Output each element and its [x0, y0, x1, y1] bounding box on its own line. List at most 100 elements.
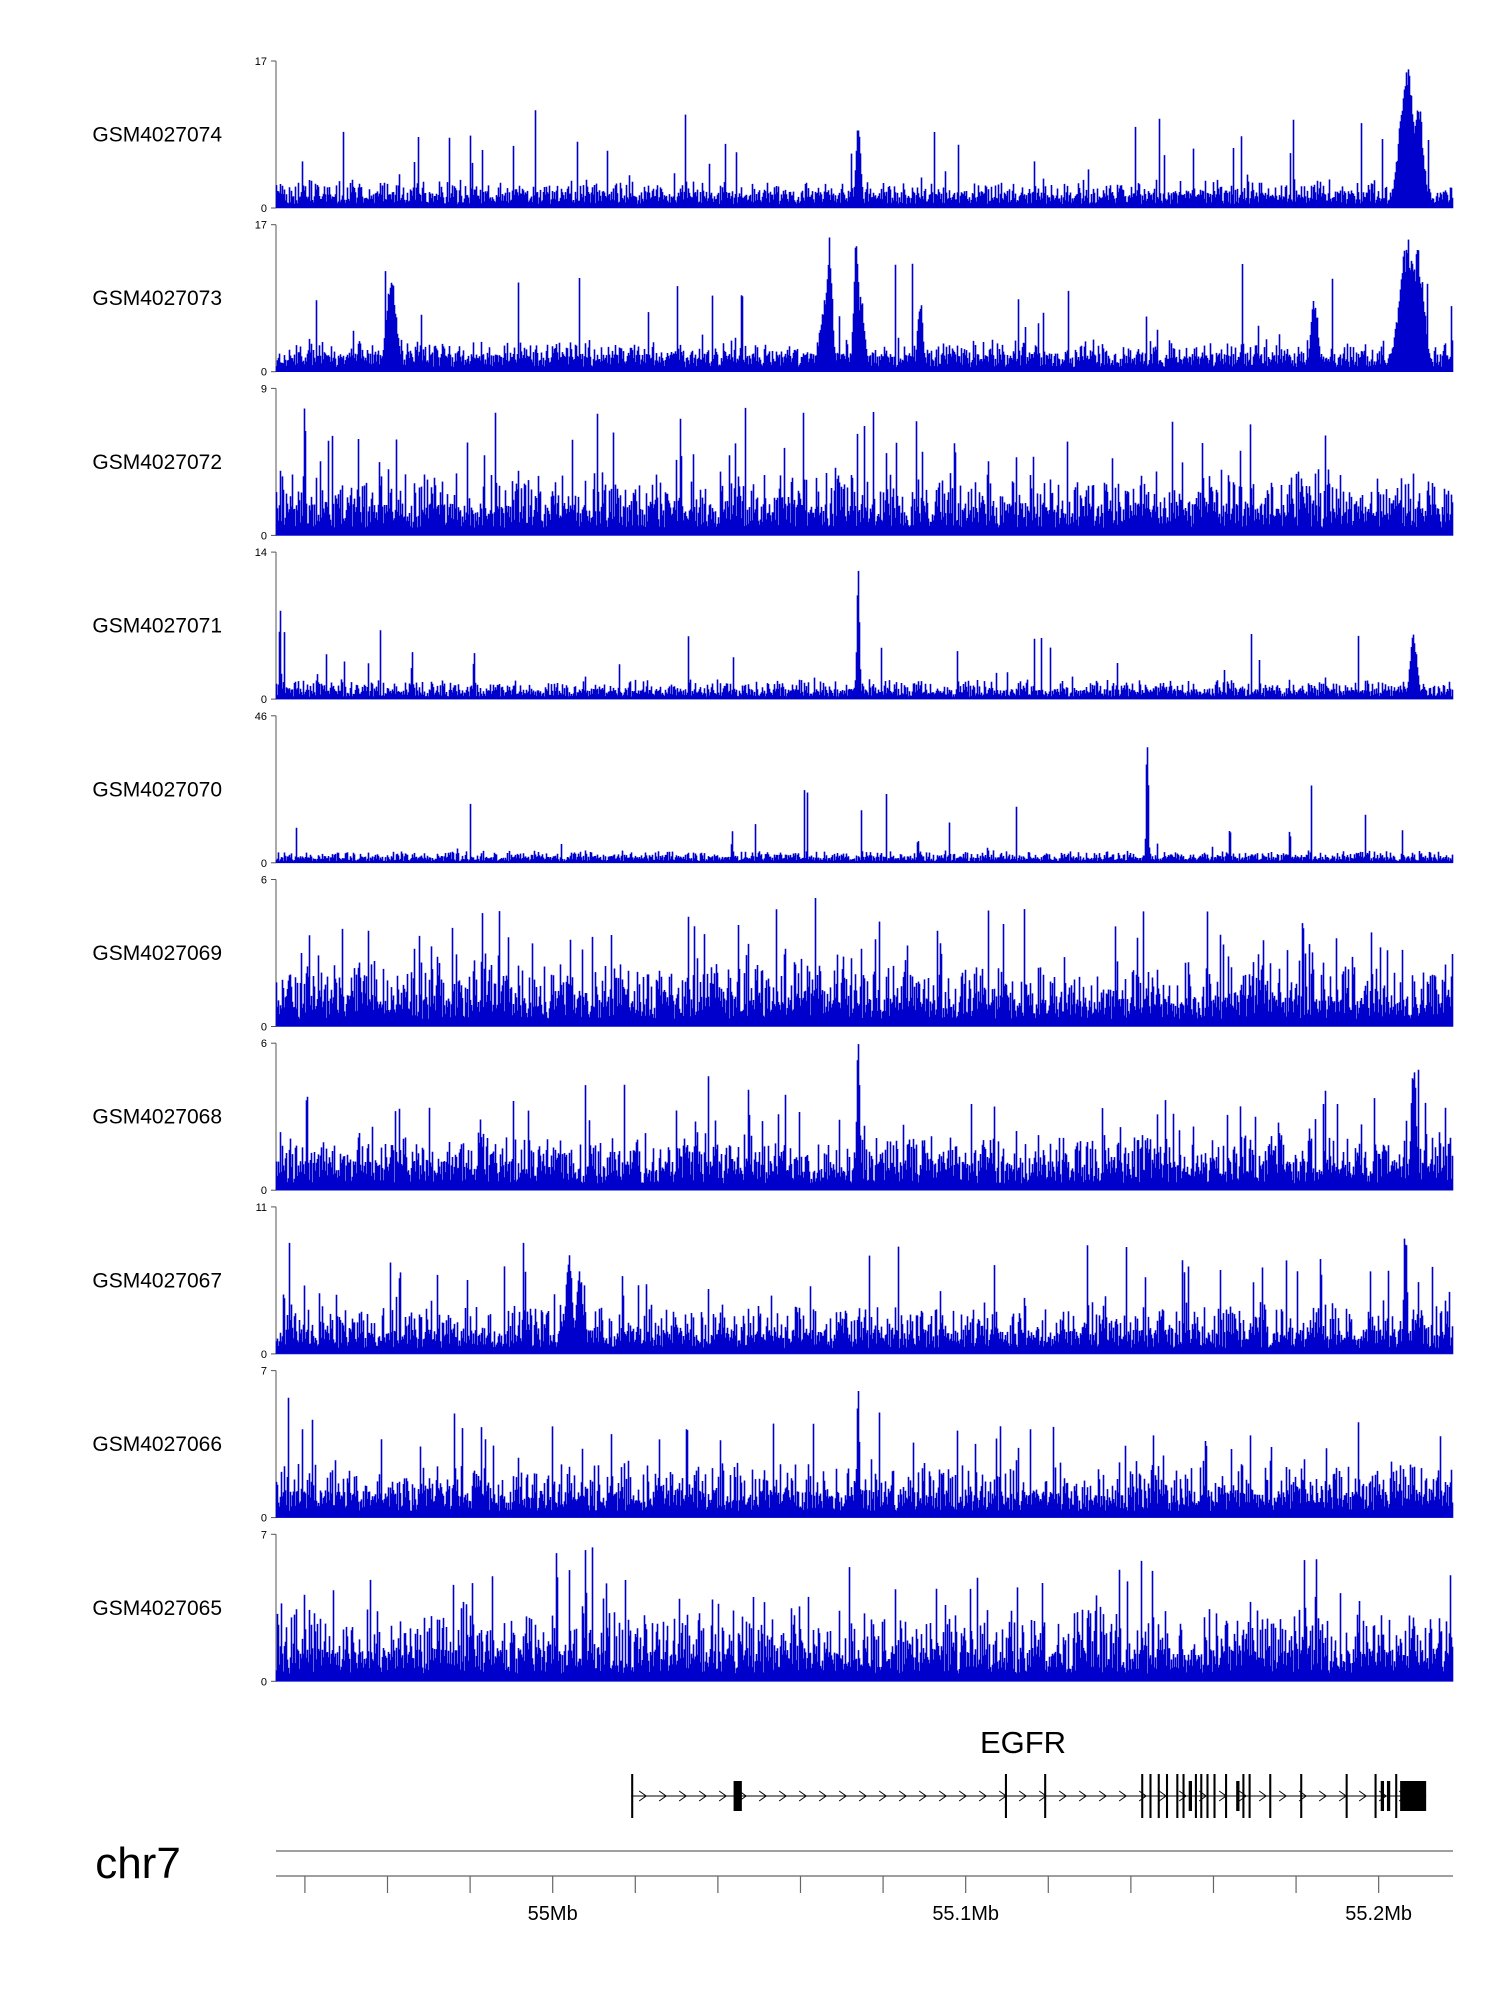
track-ymax-label: 17 — [255, 220, 267, 232]
track-label: GSM4027072 — [92, 451, 222, 474]
track-ymin-label: 0 — [261, 1185, 267, 1197]
coverage-series — [275, 747, 1454, 864]
track-ymax-label: 6 — [261, 1038, 267, 1050]
track-ymax-label: 11 — [256, 1202, 267, 1214]
exon-coding — [1400, 1781, 1427, 1811]
strand-chevron — [878, 1790, 888, 1802]
strand-chevron — [1058, 1790, 1068, 1802]
strand-chevron — [778, 1790, 788, 1802]
track-label: GSM4027067 — [92, 1269, 222, 1292]
strand-chevron — [858, 1790, 868, 1802]
strand-chevron — [918, 1790, 928, 1802]
coverage-series — [275, 1238, 1454, 1355]
strand-chevron — [938, 1790, 948, 1802]
strand-chevron — [1018, 1790, 1028, 1802]
track-GSM4027071: GSM4027071 14 0 — [92, 547, 1454, 706]
track-ymax-label: 9 — [261, 383, 267, 395]
track-ymax-label: 17 — [255, 56, 267, 68]
track-ymin-label: 0 — [261, 1676, 267, 1688]
strand-chevron — [1358, 1790, 1368, 1802]
exon-coding — [1188, 1781, 1192, 1811]
exon-boundary — [1269, 1774, 1272, 1818]
track-ymin-label: 0 — [261, 1022, 267, 1034]
track-GSM4027065: GSM4027065 7 0 — [92, 1529, 1454, 1688]
exon-coding — [733, 1781, 742, 1811]
strand-chevron — [678, 1790, 688, 1802]
chromosome-label: chr7 — [95, 1839, 181, 1888]
strand-chevron — [1318, 1790, 1328, 1802]
exon-boundary — [1374, 1774, 1377, 1818]
track-GSM4027072: GSM4027072 9 0 — [92, 383, 1454, 542]
strand-chevron — [958, 1790, 968, 1802]
track-ymin-label: 0 — [261, 530, 267, 542]
track-label: GSM4027069 — [92, 942, 222, 965]
track-GSM4027066: GSM4027066 7 0 — [92, 1366, 1454, 1525]
track-label: GSM4027066 — [92, 1433, 222, 1456]
axis-tick-label: 55.2Mb — [1345, 1903, 1412, 1925]
exon-boundary — [1200, 1774, 1203, 1818]
coverage-series — [275, 407, 1454, 536]
coverage-series — [275, 570, 1454, 700]
strand-chevron — [898, 1790, 908, 1802]
exon-boundary — [1182, 1774, 1185, 1818]
exon-boundary — [1004, 1774, 1007, 1818]
exon-boundary — [1044, 1774, 1047, 1818]
track-label: GSM4027071 — [92, 615, 222, 638]
track-label: GSM4027068 — [92, 1106, 222, 1129]
exon-boundary — [1300, 1774, 1303, 1818]
strand-chevron — [1258, 1790, 1268, 1802]
track-ymax-label: 7 — [261, 1366, 267, 1378]
strand-chevron — [798, 1790, 808, 1802]
track-ymax-label: 6 — [261, 875, 267, 887]
track-label: GSM4027070 — [92, 778, 222, 801]
exon-boundary — [1141, 1774, 1144, 1818]
strand-chevron — [718, 1790, 728, 1802]
exon-boundary — [1176, 1774, 1179, 1818]
coverage-series — [275, 1547, 1454, 1682]
exon-boundary — [1213, 1774, 1216, 1818]
exon-boundary — [1149, 1774, 1152, 1818]
track-label: GSM4027073 — [92, 287, 222, 310]
exon-boundary — [1194, 1774, 1197, 1818]
track-GSM4027069: GSM4027069 6 0 — [92, 875, 1454, 1034]
strand-chevron — [698, 1790, 708, 1802]
coverage-series — [275, 898, 1454, 1027]
genome-axis-track: chr7 55Mb 55.1Mb 55.2Mb — [95, 1839, 1453, 1925]
track-ymin-label: 0 — [261, 1513, 267, 1525]
strand-chevron — [638, 1790, 648, 1802]
exon-coding — [1386, 1781, 1391, 1811]
strand-chevron — [1178, 1790, 1188, 1802]
strand-chevron — [818, 1790, 828, 1802]
exon-boundary — [1242, 1774, 1245, 1818]
strand-chevron — [978, 1790, 988, 1802]
strand-chevron — [758, 1790, 768, 1802]
strand-chevron — [1098, 1790, 1108, 1802]
axis-tick-label: 55Mb — [528, 1903, 578, 1925]
coverage-series — [275, 1044, 1454, 1191]
track-ymin-label: 0 — [261, 858, 267, 870]
coverage-series — [275, 69, 1454, 209]
strand-chevron — [1238, 1790, 1248, 1802]
exon-coding — [1380, 1781, 1385, 1811]
track-GSM4027068: GSM4027068 6 0 — [92, 1038, 1454, 1197]
track-GSM4027074: GSM4027074 17 0 — [92, 56, 1454, 215]
strand-chevron — [1118, 1790, 1128, 1802]
track-ymin-label: 0 — [261, 203, 267, 215]
track-ymin-label: 0 — [261, 1349, 267, 1361]
track-ymax-label: 7 — [261, 1529, 267, 1541]
track-ymax-label: 14 — [255, 547, 267, 559]
gene-name-label: EGFR — [980, 1725, 1066, 1760]
strand-chevron — [838, 1790, 848, 1802]
exon-boundary — [1157, 1774, 1160, 1818]
exon-boundary — [1206, 1774, 1209, 1818]
exon-boundary — [1165, 1774, 1169, 1818]
track-ymin-label: 0 — [261, 694, 267, 706]
exon-boundary — [1395, 1774, 1398, 1818]
track-ymin-label: 0 — [261, 367, 267, 379]
exon-boundary — [631, 1774, 634, 1818]
coverage-series — [275, 237, 1454, 372]
track-label: GSM4027074 — [92, 124, 222, 147]
coverage-tracks: GSM4027074170GSM4027073170GSM402707290GS… — [92, 56, 1454, 1688]
axis-tick-label: 55.1Mb — [932, 1903, 999, 1925]
track-GSM4027070: GSM4027070 46 0 — [92, 711, 1454, 870]
